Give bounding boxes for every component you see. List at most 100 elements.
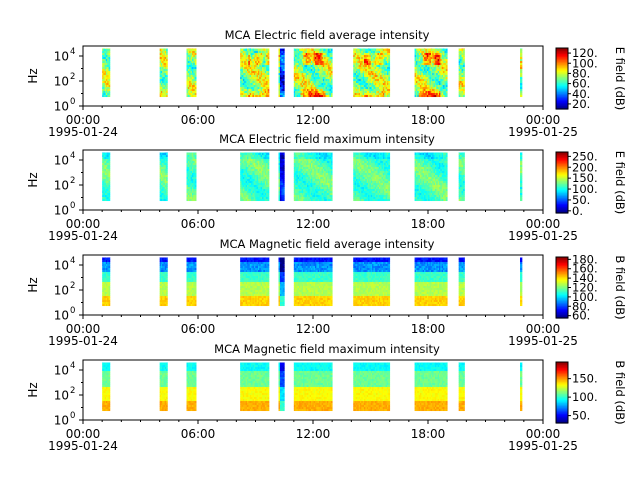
spectrogram-cell (240, 50, 242, 54)
spectrogram-cell (247, 50, 249, 54)
spectrogram-cell (303, 64, 305, 68)
spectrogram-cell (160, 180, 163, 184)
spectrogram-cell (263, 64, 266, 68)
spectrogram-cell (248, 90, 251, 94)
spectrogram-cell (240, 178, 242, 182)
spectrogram-cell (186, 52, 189, 56)
spectrogram-cell (242, 90, 245, 94)
spectrogram-cell (308, 184, 311, 188)
spectrogram-cell (263, 68, 266, 72)
spectrogram-cell (102, 170, 104, 174)
spectrogram-cell (311, 70, 313, 74)
spectrogram-cell (281, 198, 284, 202)
spectrogram-cell (194, 50, 197, 54)
spectrogram-cell (439, 94, 441, 98)
spectrogram-cell (106, 196, 108, 200)
spectrogram-cell (308, 192, 311, 196)
spectrogram-cell (325, 62, 328, 66)
spectrogram-cell (321, 52, 324, 56)
spectrogram-cell (163, 154, 166, 158)
spectrogram-cell (429, 68, 432, 72)
spectrogram-cell (420, 58, 422, 62)
spectrogram-cell (428, 86, 430, 90)
spectrogram-cell (358, 66, 361, 70)
spectrogram-cell (279, 92, 282, 96)
spectrogram-cell (426, 58, 429, 62)
spectrogram-cell (248, 152, 251, 156)
spectrogram-cell (372, 62, 374, 66)
spectrogram-cell (320, 180, 322, 184)
spectrogram-cell (249, 196, 252, 200)
spectrogram-cell (354, 92, 357, 96)
colorbar-segment (556, 83, 568, 86)
spectrogram-cell (307, 174, 309, 178)
spectrogram-cell (388, 92, 391, 96)
spectrogram-cell (260, 90, 263, 94)
spectrogram-cell (314, 168, 317, 172)
spectrogram-cell (433, 68, 436, 72)
spectrogram-cell (312, 180, 315, 184)
spectrogram-cell (102, 58, 104, 62)
spectrogram-cell (301, 72, 304, 76)
spectrogram-cell (264, 176, 267, 180)
spectrogram-cell (255, 66, 257, 70)
spectrogram-cell (420, 52, 422, 56)
spectrogram-cell (439, 62, 441, 66)
spectrogram-cell (369, 72, 372, 76)
spectrogram-cell (107, 164, 109, 168)
spectrogram-cell (381, 60, 384, 64)
spectrogram-cell (318, 80, 321, 84)
spectrogram-cell (194, 190, 197, 194)
spectrogram-cell (159, 86, 162, 90)
spectrogram-cell (245, 58, 248, 62)
spectrogram-cell (370, 56, 373, 60)
spectrogram-cell (376, 52, 378, 56)
spectrogram-cell (194, 170, 197, 174)
spectrogram-cell (304, 178, 307, 182)
spectrogram-cell (429, 94, 432, 98)
spectrogram-cell (248, 84, 251, 88)
spectrogram-cell (251, 48, 253, 52)
spectrogram-cell (445, 80, 448, 84)
spectrogram-cell (434, 90, 437, 94)
spectrogram-cell (426, 78, 429, 82)
spectrogram-cell (251, 164, 253, 168)
spectrogram-cell (299, 158, 301, 162)
spectrogram-cell (107, 48, 109, 52)
spectrogram-cell (425, 48, 428, 50)
spectrogram-cell (249, 84, 252, 88)
spectrogram-cell (388, 80, 391, 84)
spectrogram-cell (293, 80, 296, 84)
spectrogram-cell (311, 188, 313, 192)
spectrogram-cell (420, 66, 422, 70)
colorbar-segment (556, 61, 568, 64)
spectrogram-cell (460, 68, 462, 72)
spectrogram-cell (262, 50, 264, 54)
spectrogram-cell (434, 84, 437, 88)
spectrogram-cell (263, 152, 266, 154)
spectrogram-cell (166, 66, 168, 70)
spectrogram-cell (361, 72, 364, 76)
spectrogram-cell (191, 172, 194, 176)
spectrogram-cell (307, 60, 309, 64)
spectrogram-cell (160, 60, 163, 64)
spectrogram-cell (417, 54, 420, 58)
spectrogram-cell (247, 194, 249, 198)
spectrogram-cell (316, 78, 319, 82)
spectrogram-cell (418, 66, 421, 70)
spectrogram-cell (253, 184, 256, 188)
spectrogram-cell (309, 182, 312, 186)
spectrogram-cell (104, 68, 107, 72)
spectrogram-cell (281, 184, 284, 188)
spectrogram-cell (186, 48, 189, 52)
spectrogram-cell (103, 176, 106, 180)
spectrogram-cell (303, 76, 305, 80)
spectrogram-cell (329, 48, 332, 50)
spectrogram-cell (437, 50, 440, 54)
spectrogram-cell (433, 56, 436, 60)
spectrogram-cell (260, 164, 263, 168)
spectrogram-cell (439, 70, 441, 74)
spectrogram-cell (439, 76, 441, 80)
spectrogram-cell (162, 186, 164, 190)
spectrogram-cell (191, 76, 194, 80)
